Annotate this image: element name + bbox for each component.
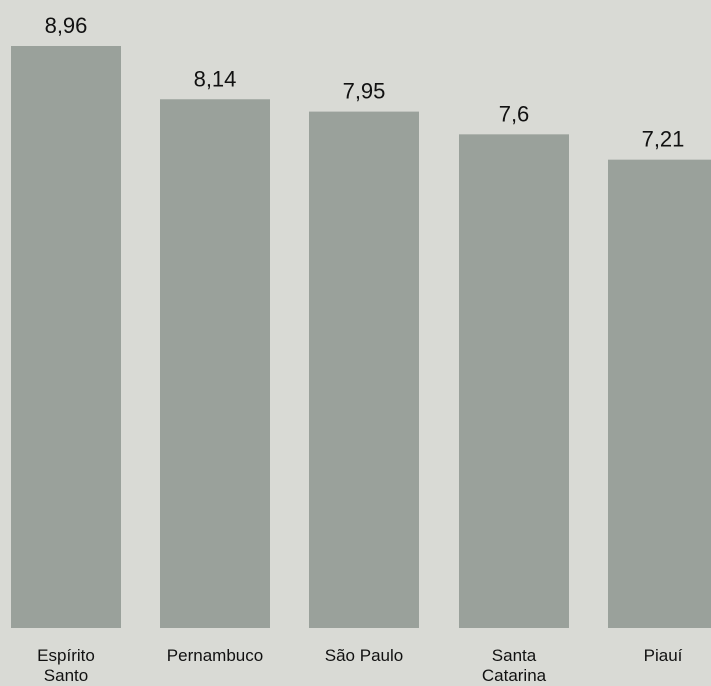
value-label-2: 7,95: [343, 79, 386, 104]
category-label-line: Pernambuco: [167, 646, 263, 665]
category-label-1: Pernambuco: [167, 646, 263, 665]
bar-3: [459, 134, 569, 628]
category-label-line: Catarina: [482, 666, 547, 685]
category-label-line: Santa: [492, 646, 537, 665]
value-label-0: 8,96: [45, 13, 88, 38]
bars: [11, 46, 711, 629]
bar-1: [160, 99, 270, 629]
category-label-3: Santa Catarina: [482, 646, 547, 685]
category-label-line: São Paulo: [325, 646, 403, 665]
bar-4: [608, 159, 711, 628]
value-label-3: 7,6: [499, 101, 530, 126]
category-label-line: Santo: [44, 666, 88, 685]
value-label-4: 7,21: [642, 127, 685, 152]
category-label-line: Espírito: [37, 646, 95, 665]
category-label-0: Espírito Santo: [37, 646, 95, 685]
value-label-1: 8,14: [194, 66, 237, 91]
category-label-line: Piauí: [644, 646, 683, 665]
category-labels: Espírito Santo Pernambuco São Paulo Santa Cat…: [37, 646, 682, 685]
category-label-2: São Paulo: [325, 646, 403, 665]
bar-2: [309, 111, 419, 628]
value-labels: 8,96 8,14 7,95 7,6 7,21: [45, 13, 685, 152]
category-label-4: Piauí: [644, 646, 683, 665]
bar-0: [11, 46, 121, 628]
